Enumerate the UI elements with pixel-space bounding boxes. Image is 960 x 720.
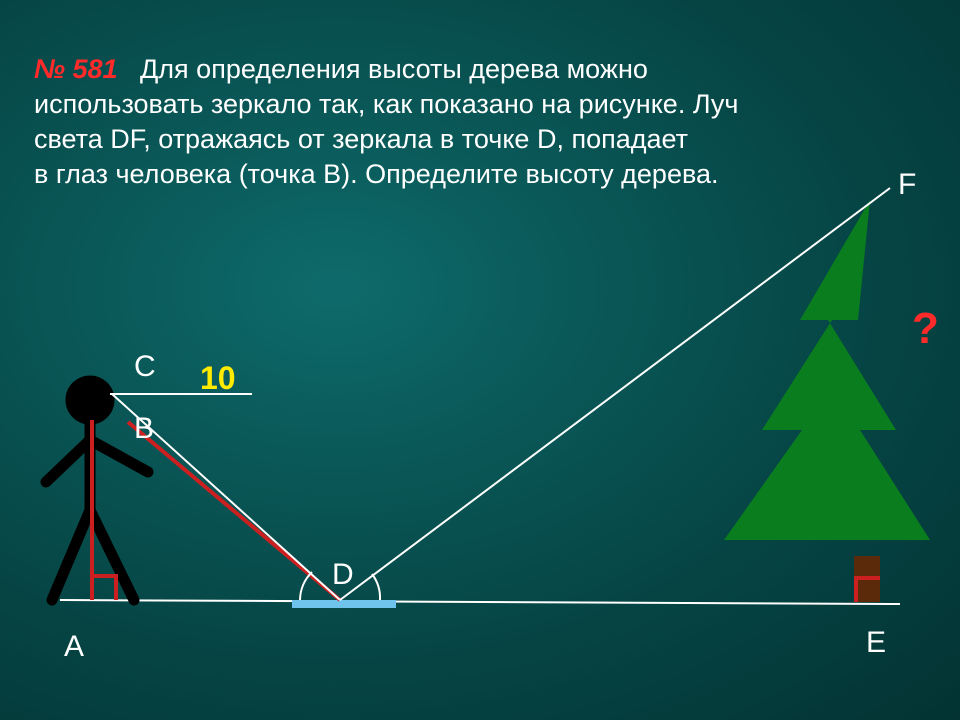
label-F: F (898, 168, 916, 202)
label-D: D (332, 558, 354, 592)
label-A: A (64, 630, 84, 664)
ground-line (60, 600, 900, 604)
label-C: C (134, 350, 156, 384)
tree-icon (724, 200, 930, 540)
label-B: B (134, 412, 154, 446)
angle-arc-right (372, 574, 380, 600)
question-mark: ? (912, 304, 939, 354)
label-E: E (866, 626, 886, 660)
slide: № 581 Для определения высоты дерева можн… (0, 0, 960, 720)
right-angle-A (92, 576, 116, 600)
value-10: 10 (200, 360, 236, 397)
line-BD (128, 422, 340, 600)
